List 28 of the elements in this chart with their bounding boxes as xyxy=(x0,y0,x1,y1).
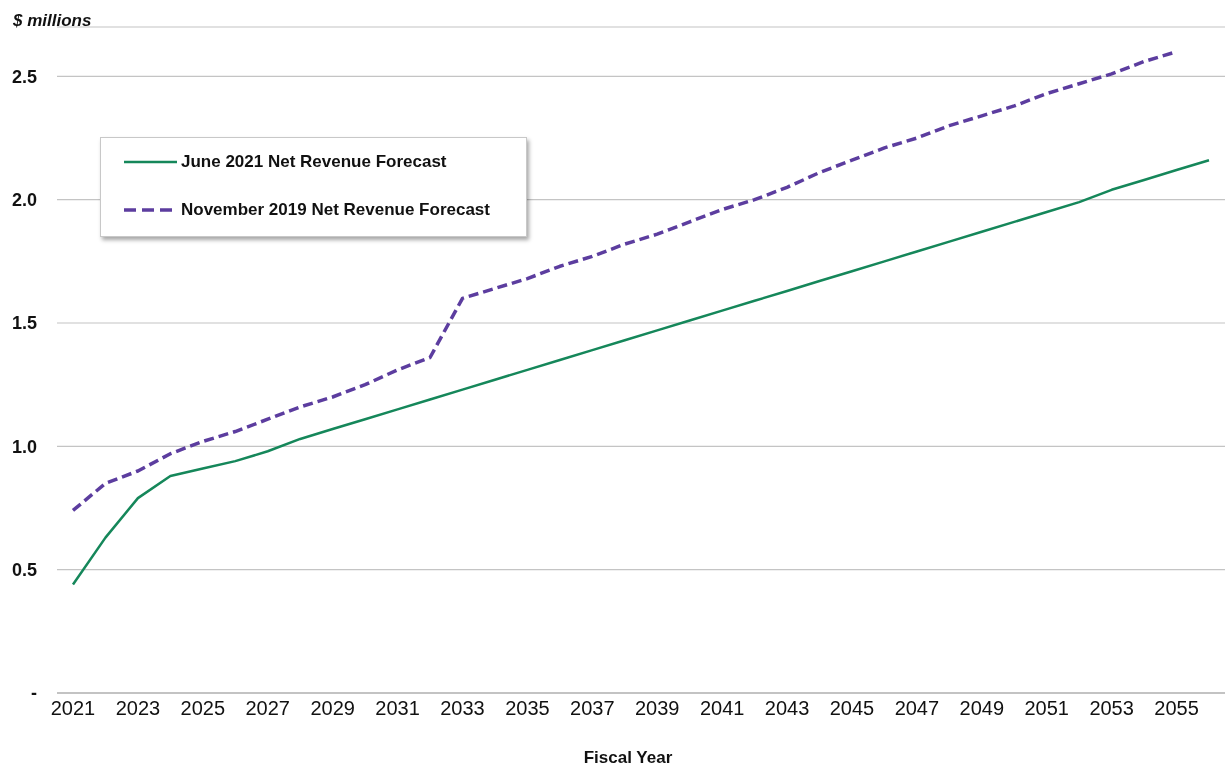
x-tick-label: 2039 xyxy=(634,697,680,720)
legend-label: November 2019 Net Revenue Forecast xyxy=(181,200,490,220)
x-tick-label: 2037 xyxy=(570,697,615,720)
x-tick-label: 2025 xyxy=(180,697,226,720)
y-tick-label: - xyxy=(31,683,37,704)
x-tick-label: 2055 xyxy=(1154,697,1199,720)
x-tick-label: 2041 xyxy=(699,697,745,720)
y-tick-label: 2.5 xyxy=(11,66,37,87)
x-tick-label: 2035 xyxy=(505,697,550,720)
x-tick-label: 2053 xyxy=(1089,697,1134,720)
x-tick-label: 2043 xyxy=(764,697,810,720)
x-tick-label: 2021 xyxy=(50,697,96,720)
x-axis-title: Fiscal Year xyxy=(583,748,673,767)
legend-label: June 2021 Net Revenue Forecast xyxy=(181,152,447,172)
y-axis-title: $ millions xyxy=(13,11,92,31)
y-tick-label: 1.5 xyxy=(11,313,37,334)
x-tick-label: 2049 xyxy=(959,697,1005,720)
x-tick-label: 2033 xyxy=(440,697,485,720)
x-tick-label: 2031 xyxy=(375,697,420,720)
y-tick-label: 0.5 xyxy=(11,560,37,581)
y-tick-label: 2.0 xyxy=(11,190,37,211)
x-tick-label: 2029 xyxy=(310,697,355,720)
x-tick-label: 2047 xyxy=(894,697,940,720)
x-tick-label: 2051 xyxy=(1024,697,1069,720)
y-tick-label: 1.0 xyxy=(11,436,37,457)
x-tick-label: 2045 xyxy=(829,697,875,720)
x-tick-label: 2027 xyxy=(245,697,290,720)
x-tick-label: 2023 xyxy=(115,697,161,720)
